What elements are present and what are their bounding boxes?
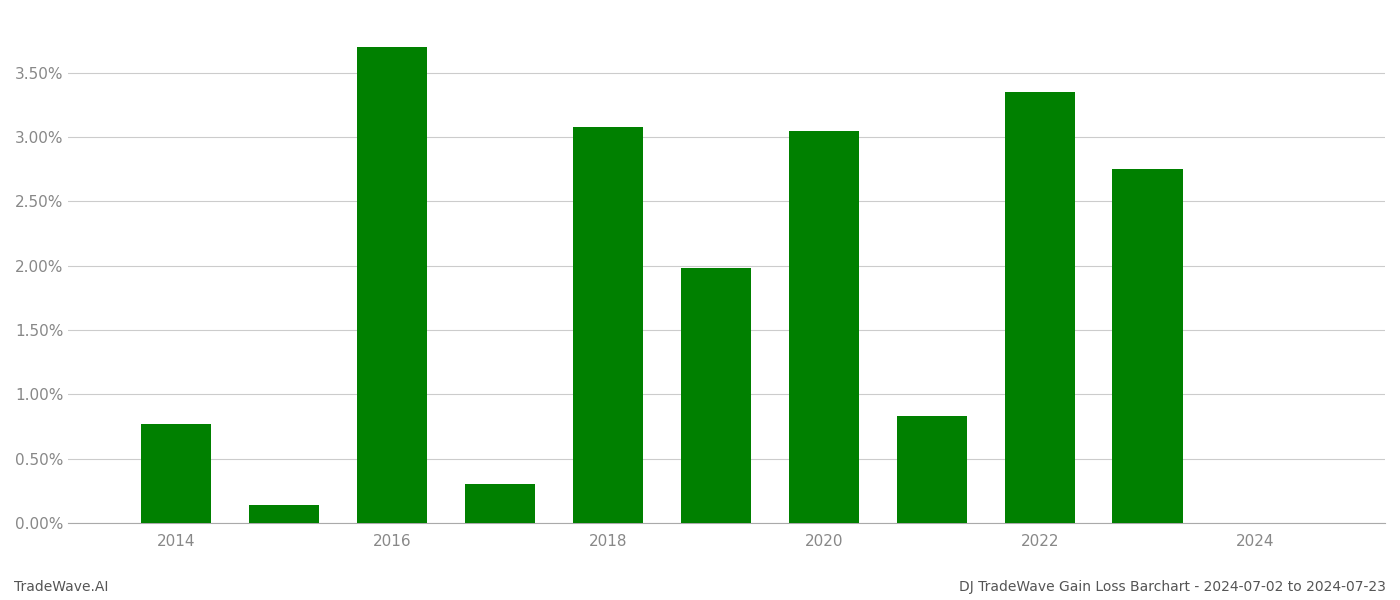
Bar xyxy=(1113,169,1183,523)
Bar xyxy=(788,131,858,523)
Bar xyxy=(249,505,319,523)
Text: DJ TradeWave Gain Loss Barchart - 2024-07-02 to 2024-07-23: DJ TradeWave Gain Loss Barchart - 2024-0… xyxy=(959,580,1386,594)
Bar xyxy=(141,424,211,523)
Bar xyxy=(896,416,967,523)
Text: TradeWave.AI: TradeWave.AI xyxy=(14,580,108,594)
Bar xyxy=(357,47,427,523)
Bar xyxy=(680,268,750,523)
Bar xyxy=(1005,92,1075,523)
Bar xyxy=(465,484,535,523)
Bar xyxy=(573,127,643,523)
